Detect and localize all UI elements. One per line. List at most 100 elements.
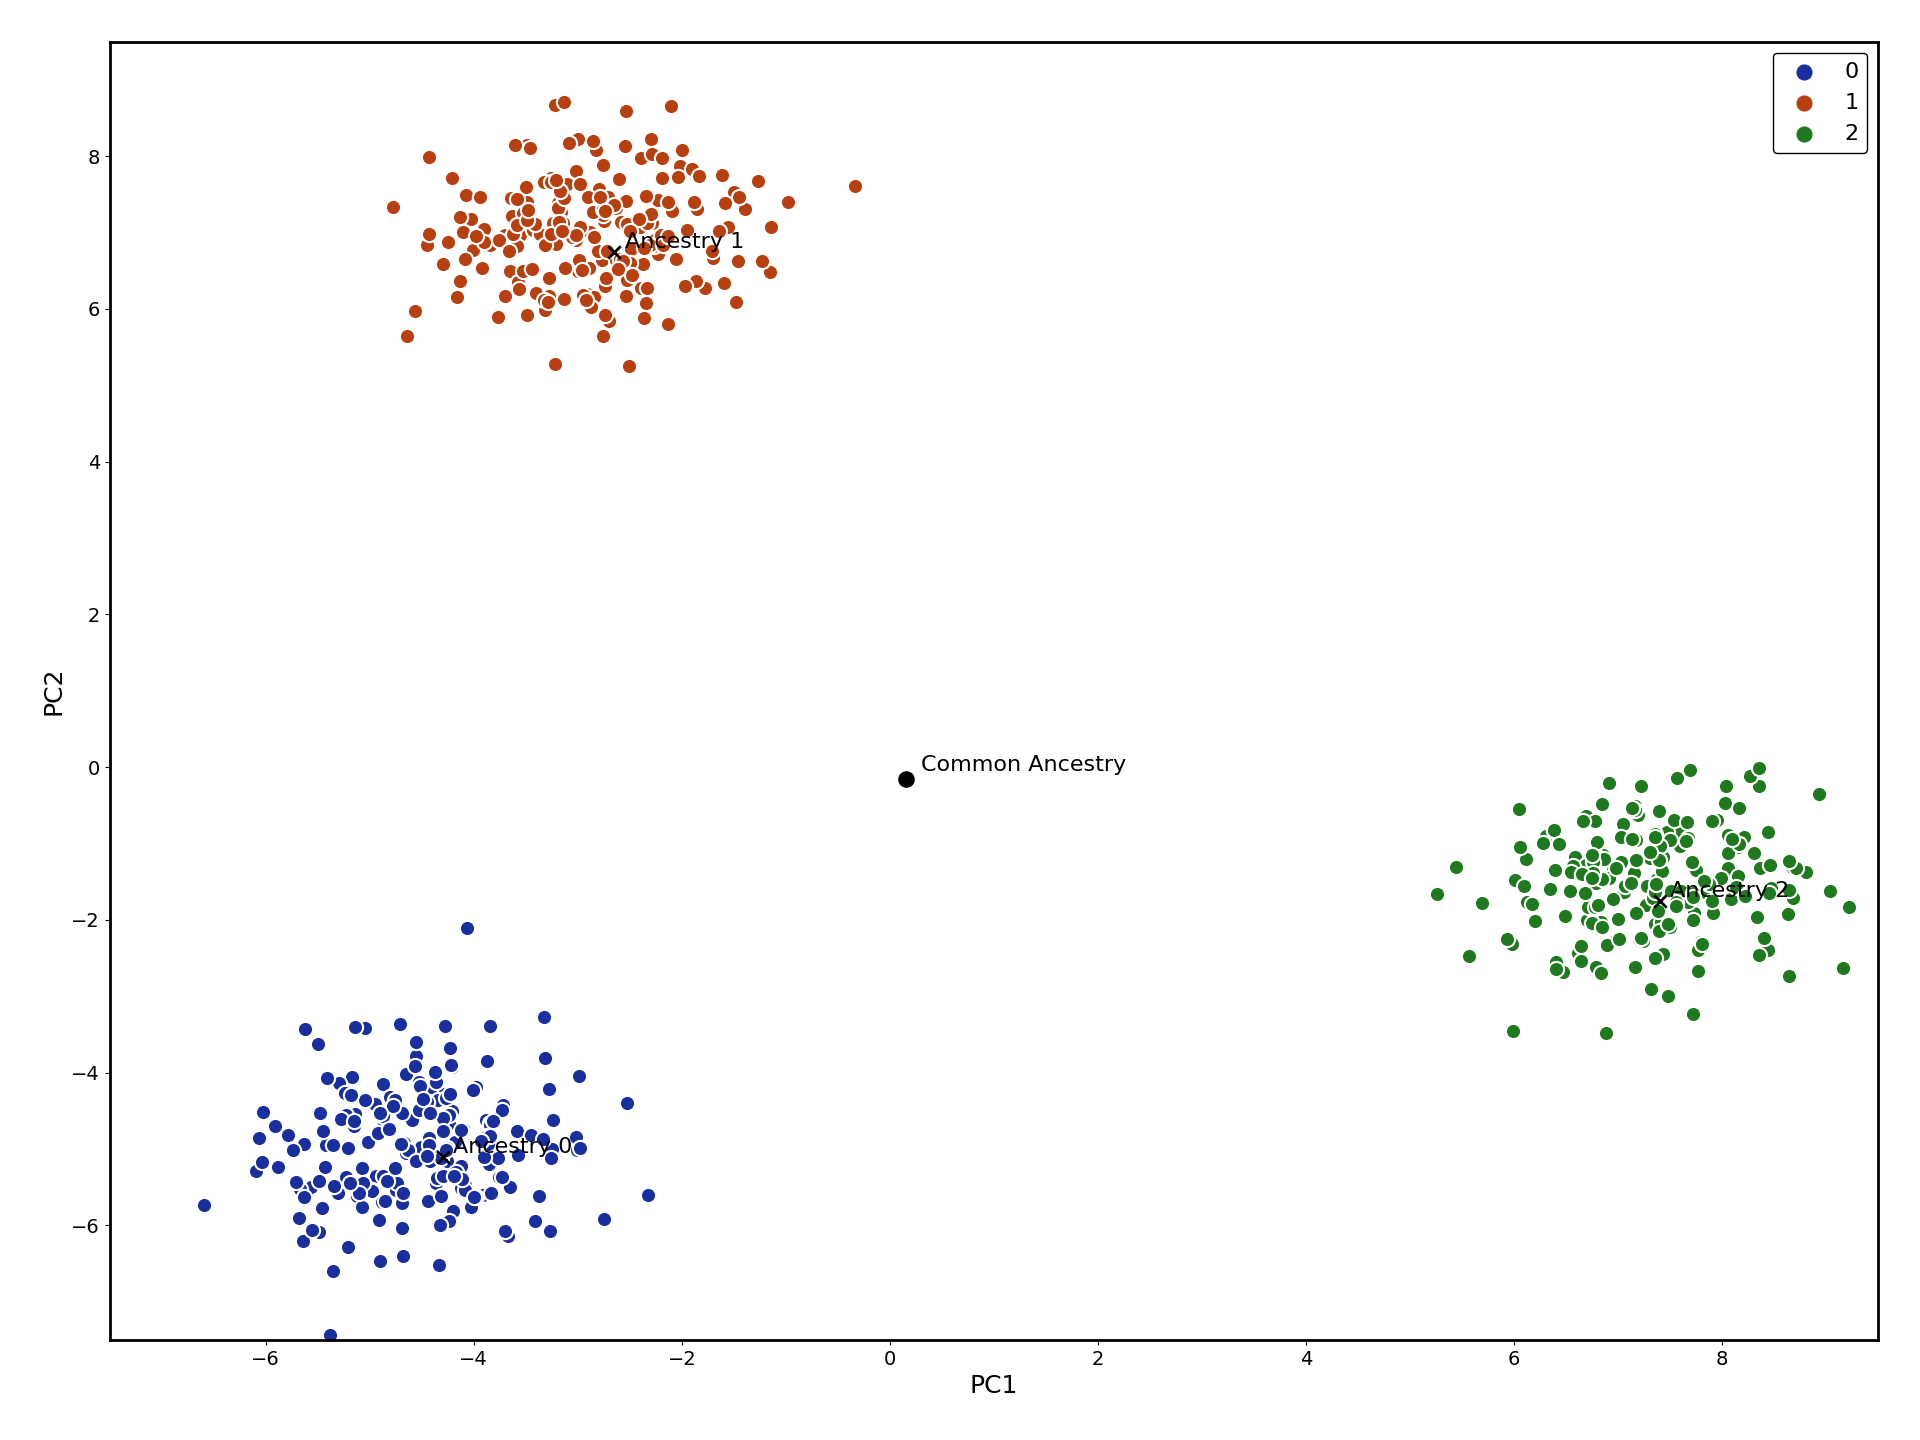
1 bbox=[549, 288, 580, 311]
1 bbox=[605, 248, 636, 271]
1 bbox=[536, 223, 566, 246]
0 bbox=[357, 1179, 388, 1202]
1 bbox=[599, 193, 630, 216]
1 bbox=[666, 138, 697, 161]
0 bbox=[378, 1094, 409, 1117]
2 bbox=[1624, 927, 1655, 950]
0 bbox=[382, 1089, 413, 1112]
0 bbox=[432, 1136, 463, 1159]
2 bbox=[1609, 812, 1640, 835]
2 bbox=[1578, 858, 1609, 881]
2 bbox=[1580, 873, 1611, 896]
2 bbox=[1540, 858, 1571, 881]
0 bbox=[307, 1197, 338, 1220]
1 bbox=[643, 189, 674, 212]
1 bbox=[543, 197, 574, 220]
0 bbox=[369, 1189, 399, 1212]
2 bbox=[1644, 799, 1674, 822]
1 bbox=[676, 158, 707, 181]
2 bbox=[1517, 893, 1548, 916]
0 bbox=[365, 1102, 396, 1125]
0 bbox=[490, 1220, 520, 1243]
1 bbox=[497, 222, 528, 245]
2 bbox=[1620, 956, 1651, 979]
2 bbox=[1540, 950, 1571, 973]
0 bbox=[384, 1012, 415, 1035]
2 bbox=[1728, 825, 1759, 848]
1 bbox=[637, 143, 668, 166]
1 bbox=[611, 99, 641, 122]
1 bbox=[689, 276, 720, 300]
1 bbox=[534, 266, 564, 289]
2 bbox=[1586, 962, 1617, 985]
2 bbox=[1620, 828, 1651, 851]
2 bbox=[1580, 832, 1611, 855]
1 bbox=[588, 154, 618, 177]
X-axis label: PC1: PC1 bbox=[970, 1374, 1018, 1398]
1 bbox=[588, 324, 618, 347]
Point bbox=[428, 1145, 459, 1168]
2 bbox=[1567, 864, 1597, 887]
2 bbox=[1492, 927, 1523, 950]
2 bbox=[1640, 948, 1670, 971]
1 bbox=[708, 271, 739, 294]
2 bbox=[1498, 1020, 1528, 1043]
0 bbox=[515, 1123, 545, 1146]
Point bbox=[1645, 890, 1676, 913]
0 bbox=[415, 1102, 445, 1125]
0 bbox=[536, 1146, 566, 1169]
2 bbox=[1559, 845, 1590, 868]
2 bbox=[1569, 881, 1599, 904]
2 bbox=[1572, 909, 1603, 932]
2 bbox=[1526, 831, 1557, 854]
2 bbox=[1695, 809, 1726, 832]
2 bbox=[1753, 821, 1784, 844]
1 bbox=[632, 212, 662, 235]
1 bbox=[578, 130, 609, 153]
2 bbox=[1659, 809, 1690, 832]
2 bbox=[1640, 840, 1670, 863]
0 bbox=[242, 1159, 273, 1182]
0 bbox=[348, 1195, 378, 1218]
2 bbox=[1697, 901, 1728, 924]
2 bbox=[1676, 851, 1707, 874]
0 bbox=[451, 917, 482, 940]
0 bbox=[495, 1175, 526, 1198]
0 bbox=[374, 1117, 405, 1140]
0 bbox=[401, 1030, 432, 1053]
2 bbox=[1713, 842, 1743, 865]
2 bbox=[1701, 808, 1732, 831]
1 bbox=[570, 288, 601, 311]
1 bbox=[601, 248, 632, 271]
1 bbox=[501, 187, 532, 210]
1 bbox=[593, 310, 624, 333]
0 bbox=[428, 1106, 459, 1129]
1 bbox=[682, 197, 712, 220]
2 bbox=[1713, 857, 1743, 880]
2 bbox=[1682, 939, 1713, 962]
1 bbox=[660, 248, 691, 271]
0 bbox=[430, 1014, 461, 1037]
0 bbox=[461, 1185, 492, 1208]
2 bbox=[1503, 798, 1534, 821]
2 bbox=[1580, 852, 1611, 876]
0 bbox=[363, 1122, 394, 1145]
1 bbox=[563, 128, 593, 151]
1 bbox=[549, 256, 580, 279]
0 bbox=[486, 1099, 516, 1122]
2 bbox=[1755, 881, 1786, 904]
1 bbox=[516, 258, 547, 281]
1 bbox=[505, 223, 536, 246]
2 bbox=[1594, 772, 1624, 795]
1 bbox=[574, 220, 605, 243]
1 bbox=[634, 233, 664, 256]
2 bbox=[1730, 884, 1761, 907]
2 bbox=[1693, 873, 1724, 896]
2 bbox=[1745, 857, 1776, 880]
1 bbox=[520, 213, 551, 236]
0 bbox=[470, 1109, 501, 1132]
1 bbox=[609, 134, 639, 157]
0 bbox=[188, 1194, 219, 1217]
0 bbox=[436, 1100, 467, 1123]
2 bbox=[1423, 883, 1453, 906]
